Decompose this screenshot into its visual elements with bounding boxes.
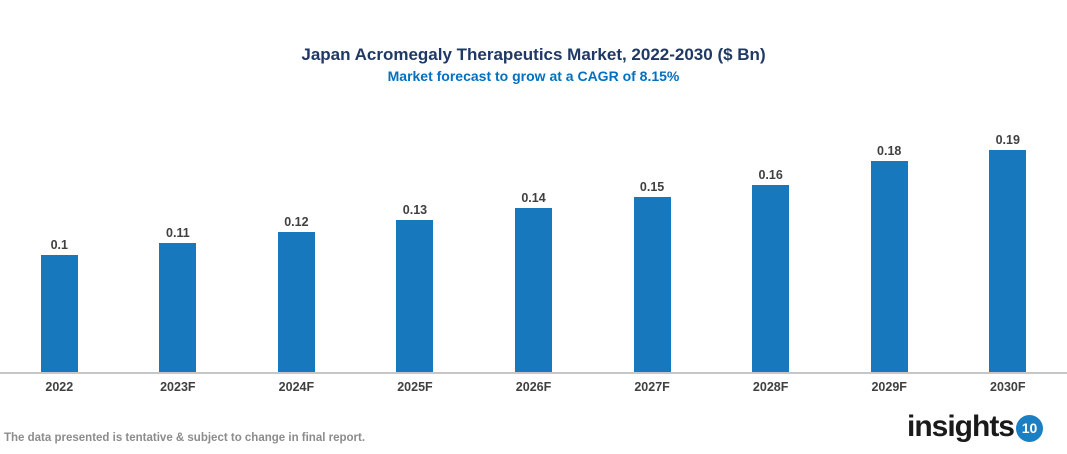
bar-column-2025F: 0.13 [356,122,475,372]
x-tick-2024F: 2024F [278,380,315,394]
bar-2028F [752,185,790,372]
bar-value-label: 0.18 [877,144,902,158]
bar-2027F [633,197,671,372]
x-tick-2022: 2022 [45,380,74,394]
bar-column-2022: 0.1 [0,122,119,372]
bar-2026F [515,208,553,372]
bar-column-2023F: 0.11 [119,122,238,372]
chart-subtitle: Market forecast to grow at a CAGR of 8.1… [387,68,680,84]
x-tick-2030F: 2030F [990,380,1026,394]
plot-area: 0.1 0.11 0.12 0.13 0.14 0.15 0.16 0.18 0.19 [0,122,1067,374]
insights10-logo: insights 10 [907,410,1043,444]
bar-column-2028F: 0.16 [711,122,830,372]
bar-2024F [277,232,315,372]
logo-text: insights [906,410,1015,443]
x-axis-labels: 2022 2023F 2024F 2025F 2026F 2027F 2028F 2029F 2… [0,374,1067,394]
bar-value-label: 0.11 [166,226,190,240]
bar-value-label: 0.14 [521,191,546,205]
bar-2029F [870,161,908,372]
bar-column-2030F: 0.19 [949,122,1067,372]
x-tick-2027F: 2027F [634,380,670,394]
bar-value-label: 0.13 [402,203,428,217]
bar-column-2027F: 0.15 [593,122,712,372]
disclaimer-text: The data presented is tentative & subjec… [4,432,366,444]
bar-2030F [989,150,1027,372]
x-tick-2029F: 2029F [871,380,907,394]
bar-2022 [40,255,78,372]
x-tick-2026F: 2026F [515,380,552,394]
x-tick-2023F: 2023F [160,380,196,394]
chart-header: Japan Acromegaly Therapeutics Market, 20… [0,0,1067,87]
bar-value-label: 0.16 [758,168,783,182]
bar-2025F [396,220,434,372]
bar-column-2024F: 0.12 [237,122,356,372]
bar-value-label: 0.12 [284,215,309,229]
bar-value-label: 0.15 [639,180,665,194]
bar-value-label: 0.1 [50,238,68,252]
bar-column-2026F: 0.14 [474,122,593,372]
x-tick-2028F: 2028F [752,380,789,394]
x-tick-2025F: 2025F [397,380,433,394]
bar-column-2029F: 0.18 [830,122,949,372]
bar-value-label: 0.19 [995,133,1020,147]
bar-2023F [159,243,197,372]
bar-chart: 0.1 0.11 0.12 0.13 0.14 0.15 0.16 0.18 0.19 2022… [0,122,1067,394]
logo-badge-10: 10 [1016,414,1043,442]
chart-title: Japan Acromegaly Therapeutics Market, 20… [301,45,766,64]
